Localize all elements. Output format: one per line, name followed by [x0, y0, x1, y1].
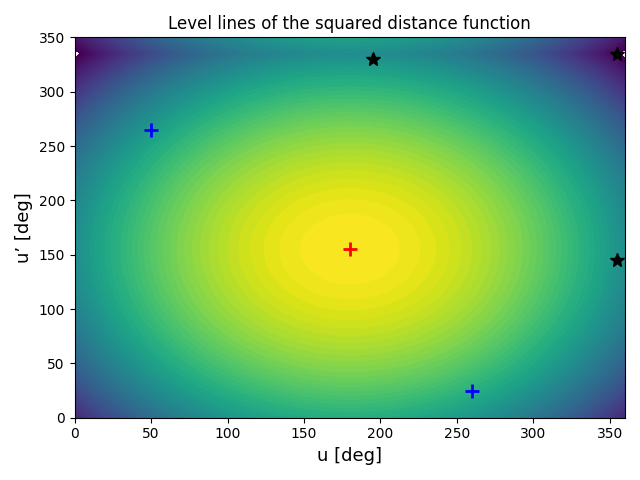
Y-axis label: u’ [deg]: u’ [deg]	[15, 192, 33, 263]
Title: Level lines of the squared distance function: Level lines of the squared distance func…	[168, 15, 531, 33]
X-axis label: u [deg]: u [deg]	[317, 447, 382, 465]
